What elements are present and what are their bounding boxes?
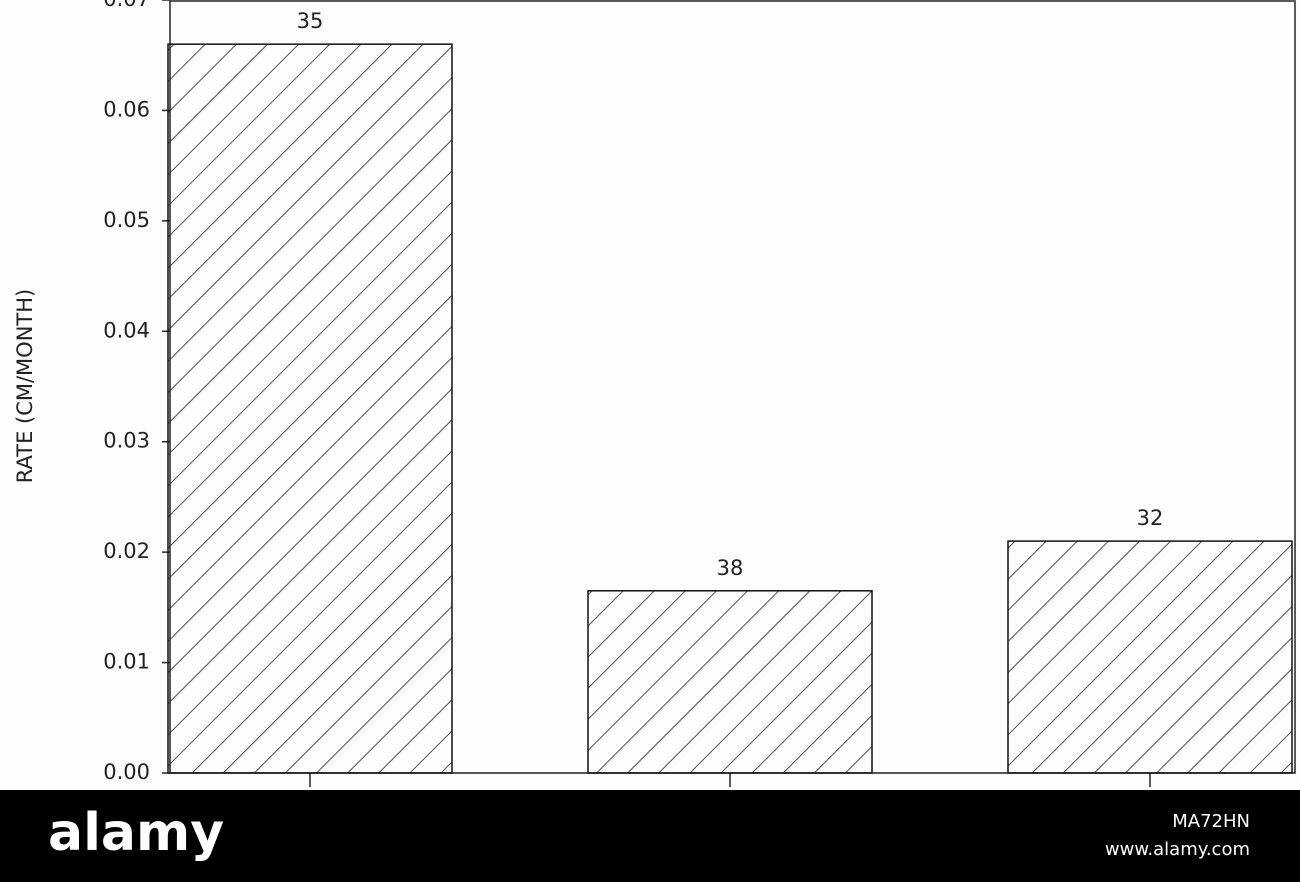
y-tick-label: 0.01: [103, 650, 150, 674]
watermark-url: www.alamy.com: [1105, 839, 1250, 860]
y-tick-label: 0.05: [103, 208, 150, 232]
bar: [587, 590, 873, 774]
bar-annotation: 38: [717, 556, 744, 580]
watermark-code: MA72HN: [1172, 811, 1250, 832]
bar: [1007, 540, 1293, 774]
y-tick-label: 0.07: [103, 0, 150, 11]
y-tick-label: 0.06: [103, 97, 150, 121]
y-tick-label: 0.03: [103, 429, 150, 453]
bar: [167, 43, 453, 774]
bar-annotation: 35: [297, 9, 324, 33]
y-axis-label: RATE (CM/MONTH): [13, 289, 37, 483]
watermark-brand: alamy: [48, 803, 224, 863]
bar-annotation: 32: [1137, 506, 1164, 530]
watermark-band: [0, 790, 1300, 882]
y-tick-label: 0.00: [103, 760, 150, 784]
y-tick-label: 0.04: [103, 318, 150, 342]
y-tick-label: 0.02: [103, 539, 150, 563]
